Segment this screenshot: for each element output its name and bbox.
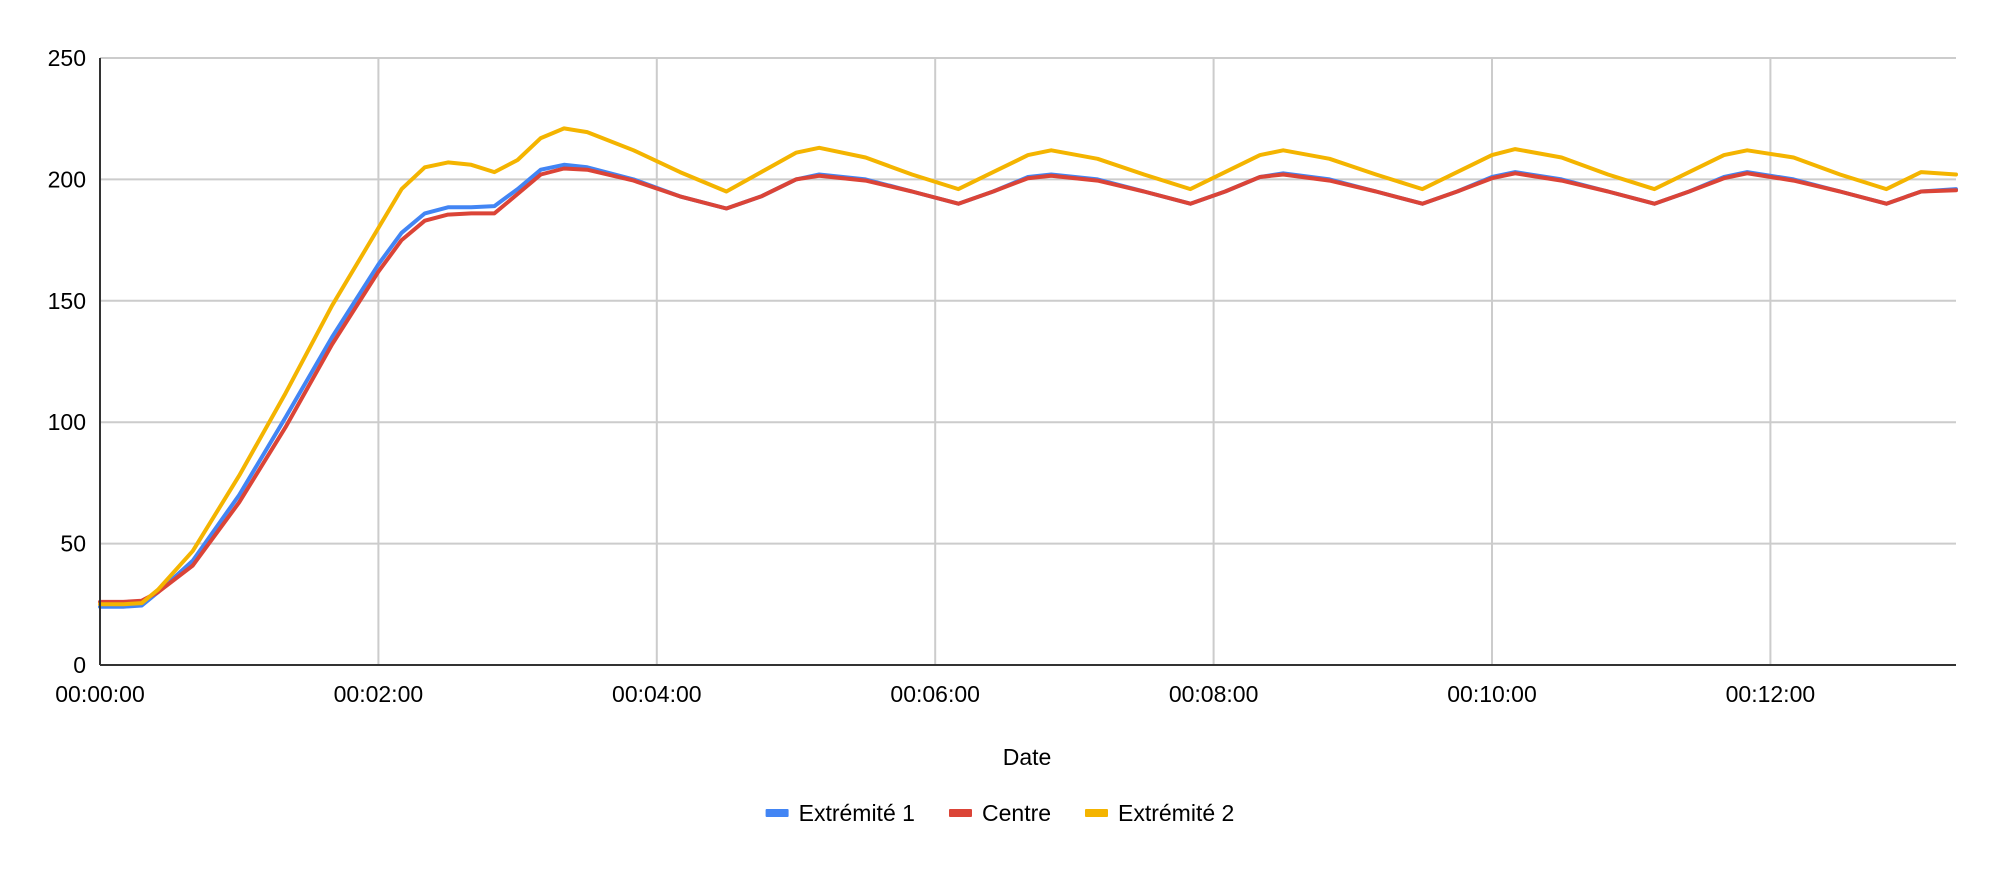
- legend-label: Extrémité 1: [799, 800, 915, 826]
- y-tick-label: 250: [48, 45, 86, 71]
- y-tick-label: 50: [60, 531, 86, 557]
- y-tick-label: 0: [73, 652, 86, 678]
- legend-item: Extrémité 1: [765, 800, 915, 826]
- legend-swatch: [1085, 809, 1108, 817]
- grid-lines: [99, 57, 1956, 665]
- x-tick-label: 00:00:00: [55, 681, 145, 707]
- y-tick-labels: 0 50 100 150 200 250: [48, 45, 86, 678]
- legend-label: Centre: [982, 800, 1051, 826]
- x-tick-label: 00:08:00: [1169, 681, 1259, 707]
- legend-swatch: [949, 809, 972, 817]
- y-tick-label: 100: [48, 409, 86, 435]
- x-axis-title: Date: [1003, 744, 1052, 770]
- series-line-2: [98, 166, 1958, 604]
- x-tick-label: 00:02:00: [334, 681, 424, 707]
- y-tick-label: 150: [48, 288, 86, 314]
- x-tick-label: 00:06:00: [890, 681, 980, 707]
- x-tick-label: 00:10:00: [1447, 681, 1537, 707]
- legend-item: Centre: [949, 800, 1051, 826]
- y-tick-label: 200: [48, 166, 86, 192]
- series-line-3: [98, 126, 1958, 607]
- legend: Extrémité 1 Centre Extrémité 2: [765, 800, 1234, 826]
- legend-swatch: [765, 809, 789, 817]
- legend-item: Extrémité 2: [1085, 800, 1234, 826]
- x-tick-labels: 00:00:00 00:02:00 00:04:00 00:06:00 00:08:00…: [55, 681, 1815, 707]
- axes: [99, 58, 1956, 666]
- legend-label: Extrémité 2: [1118, 800, 1234, 826]
- x-tick-label: 00:04:00: [612, 681, 702, 707]
- x-tick-label: 00:12:00: [1726, 681, 1816, 707]
- series-lines: [98, 126, 1958, 609]
